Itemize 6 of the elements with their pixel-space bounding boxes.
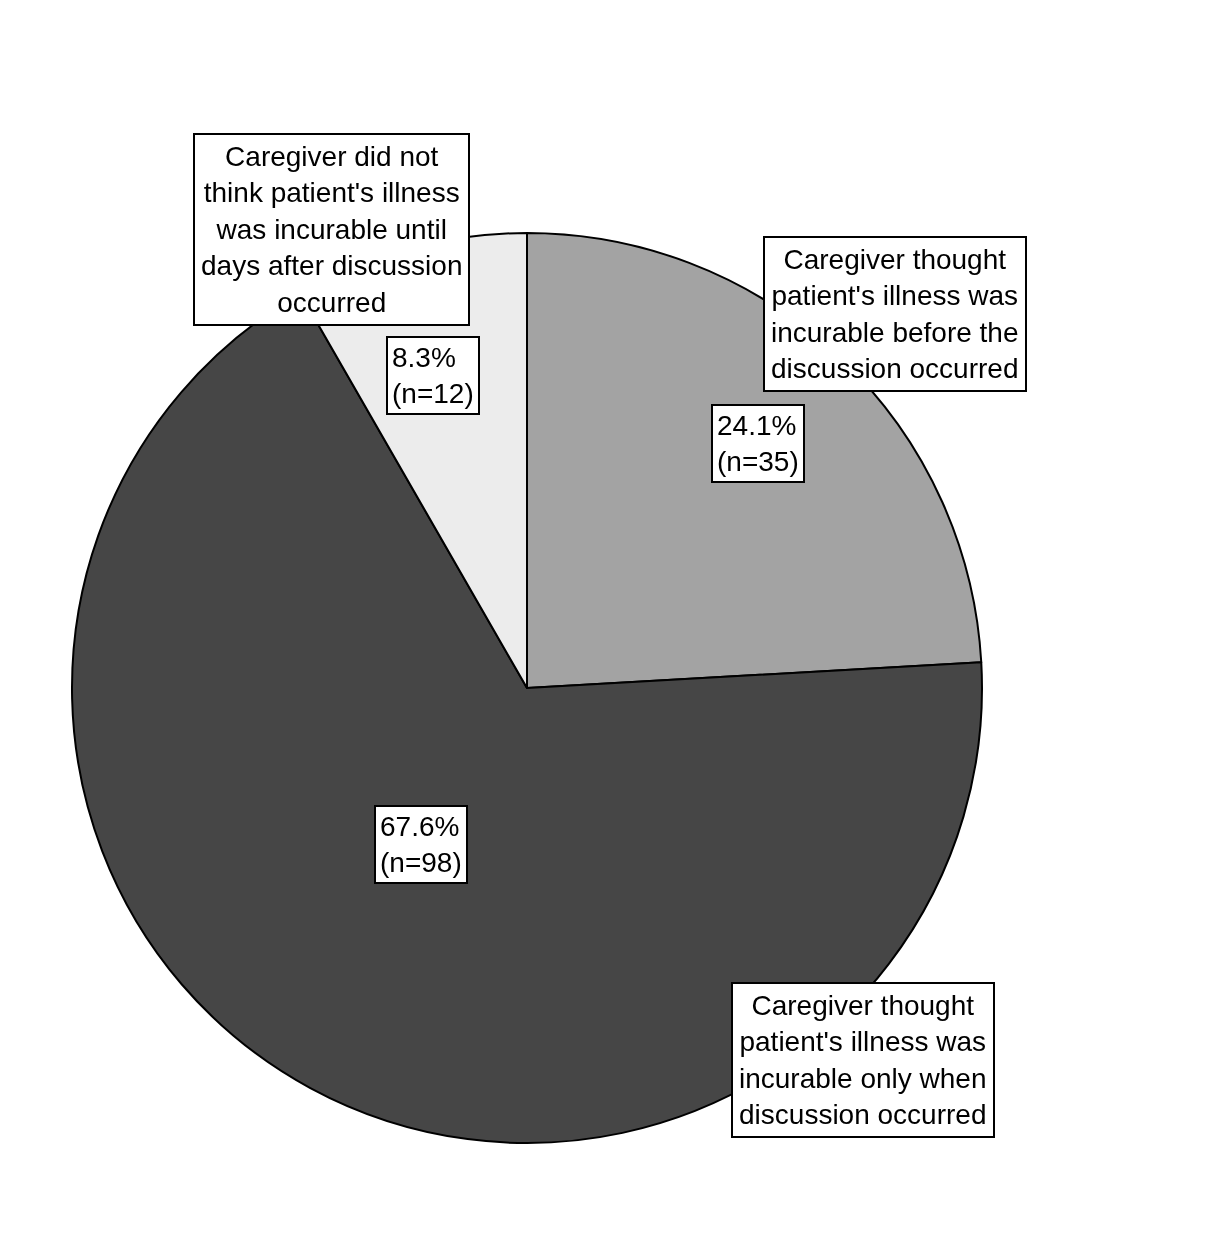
slice-label: Caregiver thought patient's illness was incurable only when discussion occurred <box>739 990 987 1131</box>
slice-label: Caregiver thought patient's illness was incurable before the discussion occurred <box>771 244 1019 385</box>
slice-label: Caregiver did not think patient's illness was incurable until days after discussion occurred <box>201 141 463 318</box>
data-label: 24.1% (n=35) <box>717 410 799 478</box>
data-label: 8.3% (n=12) <box>392 342 474 410</box>
data-label: 67.6% (n=98) <box>380 811 462 879</box>
